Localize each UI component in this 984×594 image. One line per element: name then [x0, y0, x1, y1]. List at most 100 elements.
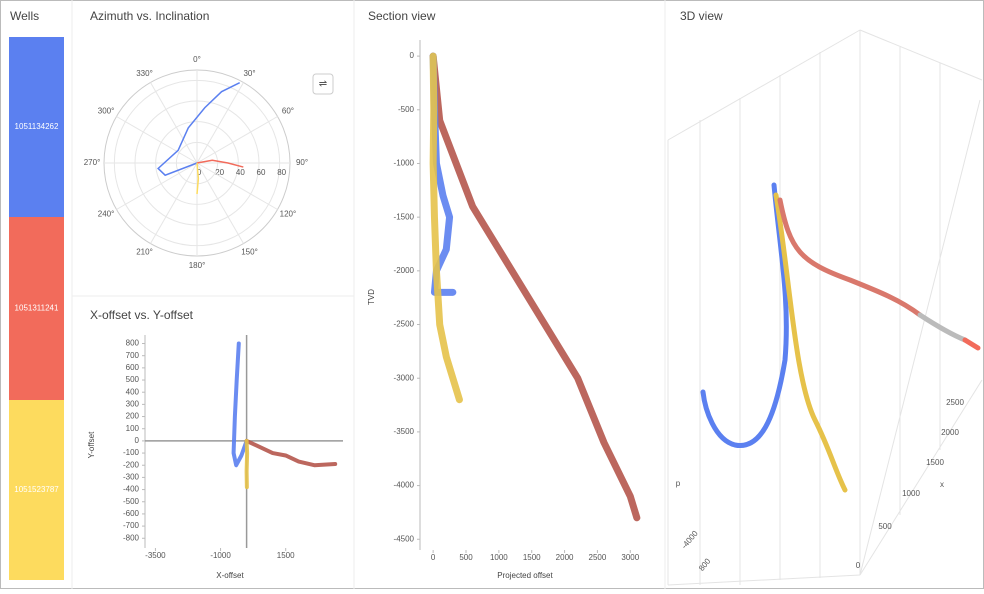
3d-axis-label: 1500: [926, 458, 944, 467]
theta-tick-label: 90°: [296, 158, 308, 167]
3d-well-yellow: [773, 192, 848, 493]
y-tick-label: 600: [126, 363, 140, 372]
y-tick-label: 700: [126, 351, 140, 360]
y-tick-label: -500: [398, 105, 415, 114]
y-axis-label: TVD: [367, 289, 376, 305]
3d-well-red: [777, 197, 923, 318]
x-axis-label: X-offset: [216, 571, 244, 580]
well-block[interactable]: [9, 217, 64, 400]
x-tick-label: -3500: [145, 551, 166, 560]
y-axis-label: Y-offset: [87, 431, 96, 458]
3d-axis-label: 2500: [946, 398, 964, 407]
settings-icon[interactable]: ⇌: [319, 79, 327, 90]
y-tick-label: -2500: [394, 320, 415, 329]
chart-title: Section view: [368, 9, 436, 23]
3d-well-red: [962, 337, 981, 351]
y-tick-label: 500: [126, 375, 140, 384]
y-tick-label: -4000: [394, 481, 415, 490]
settings-button[interactable]: [312, 73, 334, 95]
polar-trace: [196, 162, 200, 195]
y-tick-label: -600: [123, 509, 140, 518]
3d-scene: [667, 29, 983, 586]
well-block[interactable]: [9, 400, 64, 580]
well-trace: [231, 341, 249, 468]
3d-axis-label: 500: [878, 522, 892, 531]
y-tick-label: 200: [126, 412, 140, 421]
theta-tick-label: 240°: [98, 210, 115, 219]
well-block[interactable]: [9, 37, 64, 217]
3d-well-blue: [700, 182, 789, 448]
y-tick-label: 100: [126, 424, 140, 433]
theta-tick-label: 180°: [189, 261, 206, 270]
well-label: 1051311241: [15, 304, 59, 313]
y-tick-label: -200: [123, 460, 140, 469]
x-tick-label: 1000: [490, 553, 508, 562]
well-trace: [244, 438, 250, 490]
y-tick-label: -700: [123, 521, 140, 530]
3d-axis-label: 2000: [941, 428, 959, 437]
theta-tick-label: 300°: [98, 107, 115, 116]
3d-axis-label: 0: [856, 561, 861, 570]
chart-title: X-offset vs. Y-offset: [90, 308, 194, 322]
3d-axis-label: p: [676, 479, 681, 488]
y-tick-label: 800: [126, 339, 140, 348]
y-tick-label: 400: [126, 387, 140, 396]
theta-tick-label: 60°: [282, 107, 294, 116]
r-tick-label: 40: [236, 168, 245, 177]
y-tick-label: -4500: [394, 534, 415, 543]
well-trace: [429, 52, 641, 522]
y-tick-label: -1500: [394, 212, 415, 221]
3d-axis-label: 1000: [902, 489, 920, 498]
r-tick-label: 20: [215, 168, 224, 177]
y-tick-label: -3500: [394, 427, 415, 436]
x-tick-label: 1500: [277, 551, 295, 560]
y-tick-label: -500: [123, 497, 140, 506]
theta-tick-label: 30°: [243, 69, 255, 78]
r-tick-label: 0: [197, 168, 202, 177]
y-tick-label: -2000: [394, 266, 415, 275]
y-tick-label: -3000: [394, 373, 415, 382]
x-tick-label: 500: [459, 553, 473, 562]
y-tick-label: -1000: [394, 159, 415, 168]
x-tick-label: 0: [431, 553, 436, 562]
polar-spoke: [116, 116, 198, 164]
theta-tick-label: 120°: [280, 210, 297, 219]
x-axis-label: Projected offset: [497, 571, 553, 580]
x-tick-label: 2000: [556, 553, 574, 562]
theta-tick-label: 150°: [241, 247, 258, 256]
chart-title: Azimuth vs. Inclination: [90, 9, 209, 23]
r-tick-label: 60: [257, 168, 266, 177]
theta-tick-label: 210°: [136, 247, 153, 256]
y-tick-label: 0: [410, 51, 415, 60]
r-tick-label: 80: [277, 168, 286, 177]
theta-tick-label: 330°: [136, 69, 153, 78]
theta-tick-label: 0°: [193, 55, 201, 64]
x-tick-label: 2500: [589, 553, 607, 562]
x-tick-label: 1500: [523, 553, 541, 562]
well-trace: [244, 438, 338, 468]
polar-trace: [196, 159, 244, 168]
polar-spoke: [116, 162, 198, 210]
polar-spoke: [196, 162, 244, 244]
y-tick-label: -800: [123, 533, 140, 542]
x-tick-label: 3000: [621, 553, 639, 562]
polar-trace: [157, 82, 241, 177]
y-tick-label: -400: [123, 485, 140, 494]
theta-tick-label: 270°: [84, 158, 101, 167]
y-tick-label: 0: [135, 436, 140, 445]
well-trace: [429, 52, 463, 404]
polar-spoke: [196, 162, 278, 210]
y-tick-label: -300: [123, 473, 140, 482]
well-label: 1051523787: [14, 485, 59, 494]
polar-spoke: [196, 82, 244, 164]
y-tick-label: 300: [126, 399, 140, 408]
chart-title: 3D view: [680, 9, 723, 23]
wells-title: Wells: [10, 9, 39, 23]
3d-well-red: [917, 312, 968, 343]
y-tick-label: -100: [123, 448, 140, 457]
x-tick-label: -1000: [210, 551, 231, 560]
polar-spoke: [196, 116, 278, 164]
